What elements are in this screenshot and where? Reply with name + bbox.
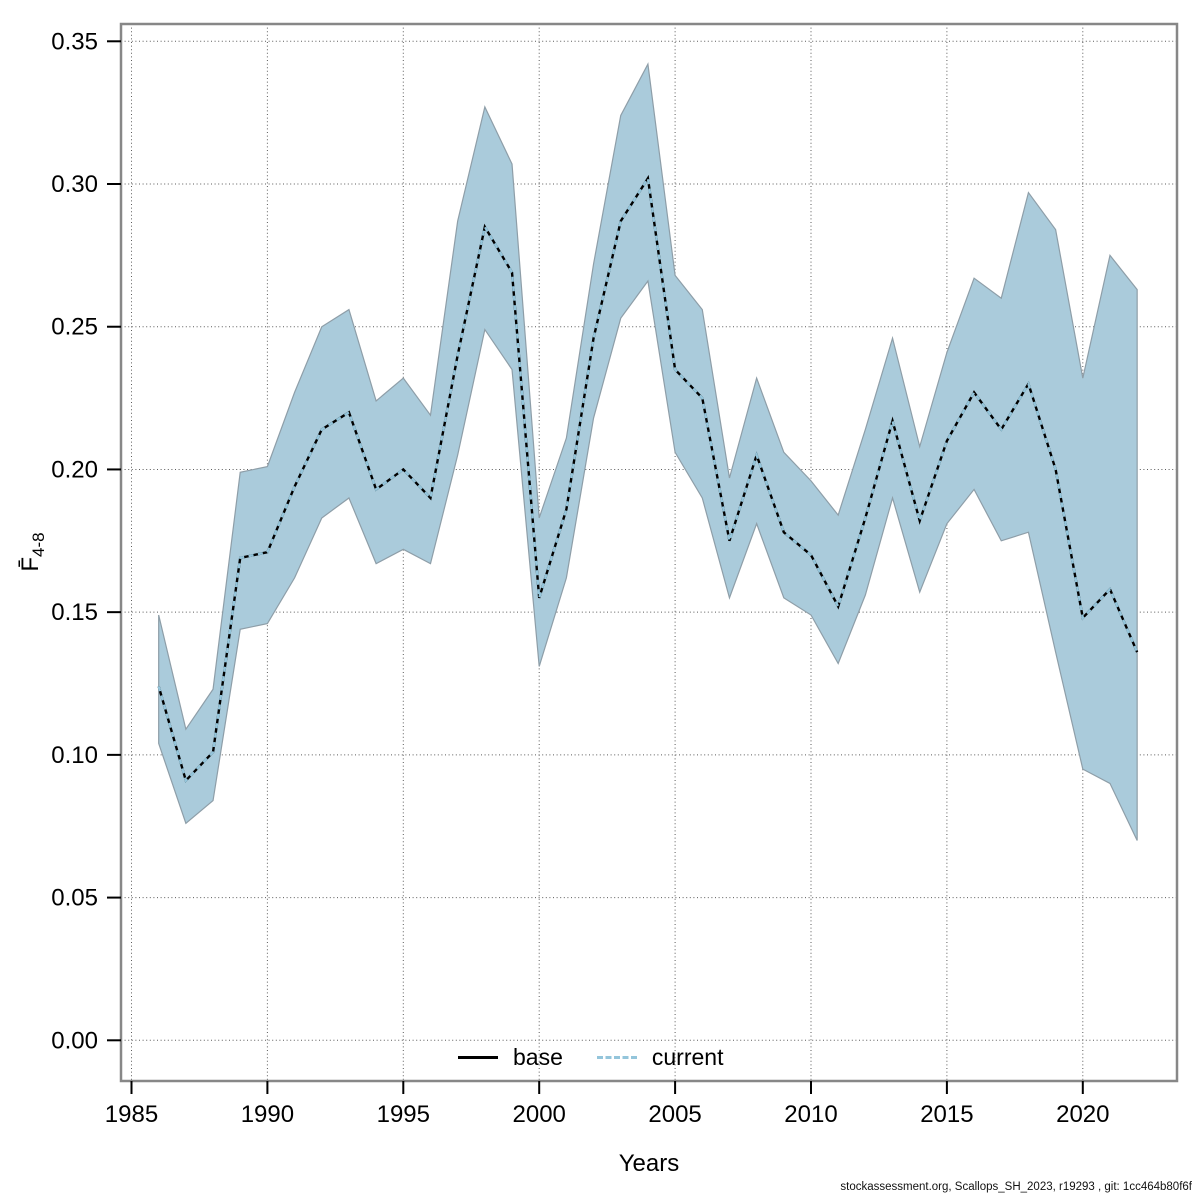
y-axis-tick-label: 0.00 <box>51 1027 98 1054</box>
confidence-band <box>158 62 1138 841</box>
y-axis-title-subscript: 4-8 <box>29 532 48 557</box>
y-axis-title: F̄4-8 <box>17 532 49 571</box>
y-axis-tick-label: 0.20 <box>51 456 98 483</box>
legend: base current <box>458 1044 723 1071</box>
x-axis-tick-label: 2000 <box>513 1101 566 1128</box>
y-axis-tick-label: 0.25 <box>51 314 98 341</box>
x-axis-title: Years <box>618 1150 680 1177</box>
x-axis-tick-label: 2005 <box>648 1101 701 1128</box>
y-axis-tick-label: 0.35 <box>51 28 98 55</box>
legend-label-base: base <box>513 1044 563 1070</box>
current-line <box>157 174 1139 783</box>
legend-line-sample-base <box>458 1056 498 1059</box>
x-axis-tick-label: 2020 <box>1056 1101 1109 1128</box>
x-axis-tick-label: 1990 <box>241 1101 294 1128</box>
x-axis-tick-label: 1985 <box>105 1101 158 1128</box>
footer-citation: stockassessment.org, Scallops_SH_2023, r… <box>840 1181 1192 1193</box>
x-axis-tick-label: 1995 <box>377 1101 430 1128</box>
legend-label-current: current <box>651 1044 724 1070</box>
y-axis-tick-label: 0.05 <box>51 885 98 912</box>
y-axis-tick-label: 0.15 <box>51 599 98 626</box>
y-axis-tick-label: 0.30 <box>51 171 98 198</box>
plot-frame <box>119 22 1179 1083</box>
x-axis-tick-label: 2010 <box>784 1101 837 1128</box>
y-axis-tick-label: 0.10 <box>51 742 98 769</box>
y-axis-title-symbol: F̄ <box>17 556 44 572</box>
legend-line-sample-current <box>596 1056 637 1059</box>
x-axis-tick-label: 2015 <box>920 1101 973 1128</box>
